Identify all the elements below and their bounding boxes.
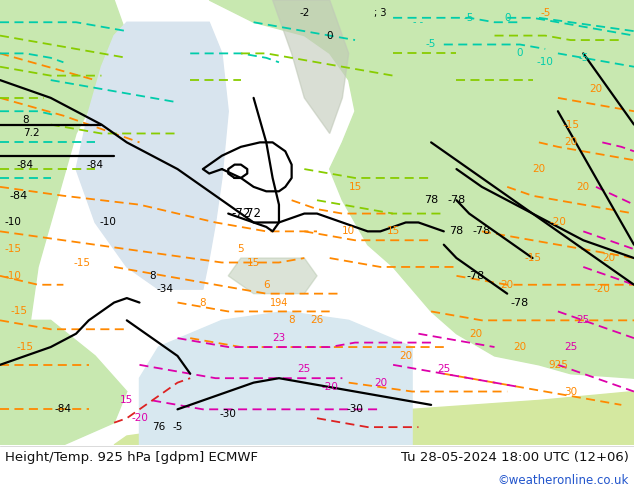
Text: 20: 20 — [577, 182, 590, 192]
Polygon shape — [476, 0, 634, 222]
Text: -20: -20 — [321, 382, 338, 392]
Text: 76: 76 — [152, 422, 165, 432]
Text: -30: -30 — [220, 409, 236, 419]
Text: -20: -20 — [550, 218, 566, 227]
Text: 25: 25 — [577, 316, 590, 325]
Polygon shape — [76, 22, 228, 289]
Text: -78: -78 — [448, 195, 465, 205]
Text: 78: 78 — [424, 195, 438, 205]
Text: -2: -2 — [299, 8, 309, 18]
Text: 20: 20 — [501, 280, 514, 290]
Polygon shape — [0, 320, 127, 445]
Text: -10: -10 — [537, 57, 553, 67]
Text: ©weatheronline.co.uk: ©weatheronline.co.uk — [498, 474, 629, 488]
Text: 8: 8 — [22, 115, 29, 125]
Text: -10: -10 — [100, 218, 116, 227]
Text: 5: 5 — [238, 244, 244, 254]
Text: 8: 8 — [200, 297, 206, 308]
Text: -72: -72 — [231, 207, 250, 220]
Text: -30: -30 — [347, 404, 363, 415]
Text: -10: -10 — [4, 218, 21, 227]
Text: -15: -15 — [4, 244, 21, 254]
Text: -5: -5 — [578, 53, 588, 63]
Polygon shape — [228, 258, 317, 294]
Polygon shape — [273, 0, 349, 133]
Polygon shape — [114, 392, 634, 445]
Text: 15: 15 — [247, 258, 260, 268]
Text: ; 3: ; 3 — [374, 8, 387, 18]
Text: 8: 8 — [149, 271, 155, 281]
Text: 6: 6 — [263, 280, 269, 290]
Text: -84: -84 — [10, 191, 28, 201]
Text: 25: 25 — [564, 342, 577, 352]
Text: 25: 25 — [437, 364, 450, 374]
Polygon shape — [0, 0, 127, 400]
Text: -10: -10 — [4, 271, 21, 281]
Text: 15: 15 — [387, 226, 399, 236]
Text: -84: -84 — [55, 404, 72, 415]
Text: -5: -5 — [464, 13, 474, 23]
Text: -78: -78 — [511, 297, 529, 308]
Text: -5: -5 — [426, 40, 436, 49]
Text: -34: -34 — [157, 284, 173, 294]
Text: -78: -78 — [473, 226, 491, 236]
Text: 20: 20 — [564, 137, 577, 147]
Polygon shape — [209, 0, 634, 378]
Text: -20: -20 — [594, 284, 611, 294]
Text: 20: 20 — [399, 351, 412, 361]
Text: 20: 20 — [602, 253, 615, 263]
Text: 72: 72 — [246, 207, 261, 220]
Text: 15: 15 — [120, 395, 133, 405]
Text: 23: 23 — [273, 333, 285, 343]
Text: -15: -15 — [17, 342, 34, 352]
Text: -78: -78 — [467, 271, 484, 281]
Text: -84: -84 — [87, 160, 103, 170]
Text: 26: 26 — [311, 316, 323, 325]
Text: 15: 15 — [349, 182, 361, 192]
Polygon shape — [139, 312, 412, 445]
Text: 20: 20 — [469, 329, 482, 339]
Text: 20: 20 — [374, 378, 387, 388]
Text: 0: 0 — [327, 30, 333, 41]
Text: Tu 28-05-2024 18:00 UTC (12+06): Tu 28-05-2024 18:00 UTC (12+06) — [401, 451, 629, 464]
Text: -5: -5 — [540, 8, 550, 18]
Text: -15: -15 — [74, 258, 91, 268]
Text: Height/Temp. 925 hPa [gdpm] ECMWF: Height/Temp. 925 hPa [gdpm] ECMWF — [5, 451, 258, 464]
Text: -15: -15 — [11, 306, 27, 317]
Text: -5: -5 — [172, 422, 183, 432]
Text: 10: 10 — [342, 226, 355, 236]
Text: 925: 925 — [548, 360, 568, 370]
Text: -15: -15 — [524, 253, 541, 263]
Text: -15: -15 — [562, 120, 579, 129]
Text: 8: 8 — [288, 316, 295, 325]
Text: -84: -84 — [17, 160, 34, 170]
Text: 20: 20 — [533, 164, 545, 174]
Text: 25: 25 — [298, 364, 311, 374]
Text: 194: 194 — [270, 297, 288, 308]
Text: 0: 0 — [504, 13, 510, 23]
Text: 0: 0 — [517, 49, 523, 58]
Text: 78: 78 — [450, 226, 463, 236]
Text: 7.2: 7.2 — [23, 128, 40, 139]
Text: 20: 20 — [514, 342, 526, 352]
Text: 20: 20 — [590, 84, 602, 94]
Text: -20: -20 — [131, 413, 148, 423]
Text: 30: 30 — [564, 387, 577, 396]
Text: - -: - - — [413, 17, 424, 27]
